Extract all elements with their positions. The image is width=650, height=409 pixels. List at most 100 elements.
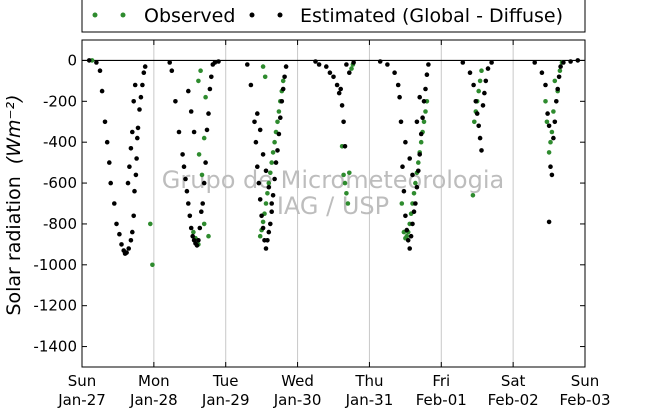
point-estimated	[196, 238, 201, 243]
point-observed	[411, 191, 417, 196]
x-tick-label-day: Thu	[354, 372, 383, 390]
point-estimated	[199, 209, 204, 214]
legend-item-observed: Observed	[92, 5, 235, 27]
point-estimated	[94, 60, 99, 65]
point-estimated	[404, 227, 410, 233]
point-observed	[260, 219, 266, 225]
point-estimated	[568, 59, 573, 64]
point-estimated	[558, 64, 563, 69]
point-estimated	[407, 156, 413, 161]
point-estimated	[183, 176, 188, 182]
point-observed	[196, 78, 201, 84]
data-points	[86, 58, 581, 268]
point-estimated	[181, 164, 187, 169]
point-estimated	[173, 99, 178, 104]
point-estimated	[257, 197, 263, 202]
point-observed	[269, 160, 275, 165]
point-observed	[552, 78, 558, 84]
x-tick-label-day: Wed	[281, 372, 314, 390]
point-estimated	[266, 229, 272, 235]
point-estimated	[543, 82, 548, 88]
x-tick-label-date: Jan-27	[57, 391, 106, 409]
x-tick-label-date: Jan-30	[273, 391, 322, 409]
point-estimated	[426, 62, 431, 67]
watermark-line2: IAG / USP	[277, 192, 389, 220]
point-observed	[342, 180, 348, 186]
point-estimated	[473, 99, 479, 104]
point-estimated	[253, 139, 259, 145]
point-estimated	[269, 201, 275, 206]
watermark: Grupo de Micrometeorologia IAG / USP	[162, 166, 504, 220]
x-tick-label-date: Feb-03	[559, 391, 610, 409]
x-tick-label-date: Jan-29	[201, 391, 250, 409]
point-estimated	[555, 86, 560, 92]
point-estimated	[414, 119, 420, 125]
point-estimated	[400, 164, 405, 169]
point-observed	[199, 172, 205, 178]
point-estimated	[137, 107, 142, 112]
point-estimated	[132, 82, 138, 88]
point-observed	[548, 139, 553, 145]
point-estimated	[283, 64, 289, 69]
point-estimated	[186, 88, 191, 94]
point-estimated	[421, 99, 427, 104]
legend-marker-estimated	[277, 12, 283, 18]
legend-box	[81, 0, 586, 33]
point-estimated	[417, 94, 423, 100]
point-estimated	[203, 160, 208, 165]
point-observed	[198, 68, 203, 73]
legend-marker-estimated	[249, 12, 255, 18]
point-observed	[416, 160, 421, 165]
point-estimated	[324, 64, 329, 69]
point-estimated	[341, 119, 346, 125]
point-observed	[201, 221, 207, 227]
point-estimated	[167, 60, 172, 65]
point-observed	[263, 201, 269, 206]
watermark-line1: Grupo de Micrometeorologia	[162, 166, 504, 194]
point-estimated	[269, 209, 275, 214]
point-estimated	[398, 119, 404, 125]
point-estimated	[130, 229, 135, 235]
point-estimated	[131, 213, 136, 219]
point-estimated	[385, 62, 390, 67]
legend-label-observed: Observed	[144, 5, 235, 27]
point-estimated	[127, 164, 132, 169]
point-estimated	[86, 58, 92, 63]
point-observed	[404, 233, 410, 239]
plot-frame	[81, 39, 586, 368]
y-tick-label: -600	[43, 174, 77, 192]
point-estimated	[204, 127, 210, 133]
point-estimated	[176, 129, 182, 135]
point-observed	[280, 78, 286, 84]
point-estimated	[206, 111, 211, 116]
point-estimated	[403, 213, 408, 219]
point-estimated	[142, 64, 148, 69]
point-estimated	[411, 209, 417, 214]
point-observed	[479, 68, 484, 73]
x-tick-label-date: Jan-31	[345, 391, 394, 409]
point-observed	[272, 139, 277, 145]
point-estimated	[112, 201, 117, 206]
point-estimated	[485, 66, 491, 71]
point-estimated	[126, 246, 131, 251]
vertical-gridlines	[153, 40, 514, 367]
point-estimated	[414, 184, 420, 190]
point-estimated	[132, 188, 137, 194]
point-estimated	[282, 74, 287, 80]
point-estimated	[125, 180, 131, 186]
point-estimated	[575, 58, 581, 63]
point-observed	[275, 119, 280, 125]
point-estimated	[134, 156, 139, 161]
point-estimated	[338, 86, 344, 92]
point-estimated	[133, 172, 139, 178]
point-estimated	[546, 219, 552, 225]
point-estimated	[197, 225, 203, 231]
point-estimated	[194, 243, 200, 248]
point-observed	[423, 109, 428, 114]
point-estimated	[107, 160, 112, 165]
point-estimated	[254, 164, 260, 169]
point-estimated	[114, 221, 119, 227]
point-observed	[150, 262, 155, 268]
point-estimated	[169, 68, 175, 73]
